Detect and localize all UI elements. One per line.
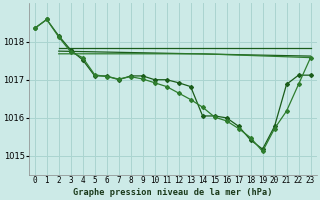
- X-axis label: Graphe pression niveau de la mer (hPa): Graphe pression niveau de la mer (hPa): [73, 188, 272, 197]
